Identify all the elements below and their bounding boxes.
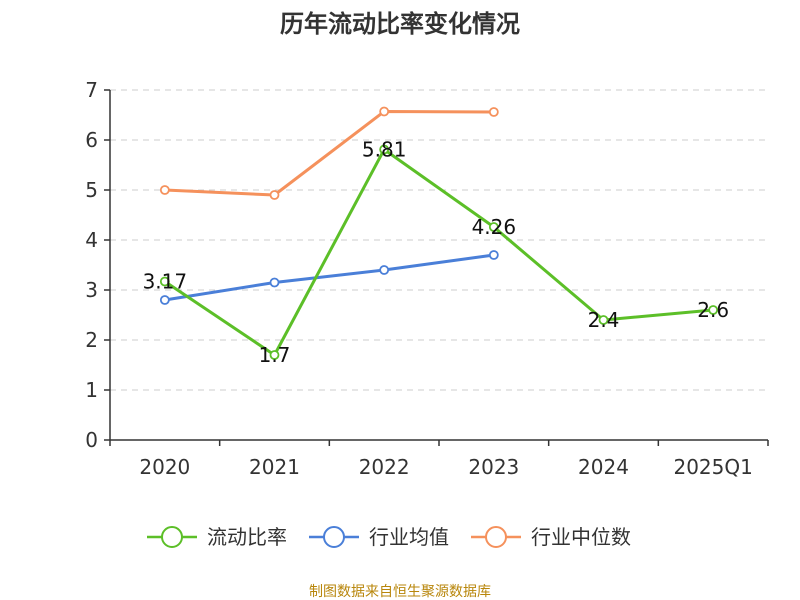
axis-layer: 0 1 2 3 4 5 6 7 2020 2021 2022 2023 2024 2025Q1	[85, 78, 769, 479]
data-point	[159, 185, 170, 195]
series-行业中位数	[159, 106, 499, 200]
series-行业均值	[159, 250, 499, 305]
data-point	[379, 106, 390, 117]
data-point	[379, 144, 390, 155]
legend-label: 行业中位数	[531, 525, 631, 549]
data-point	[488, 107, 499, 117]
data-point	[269, 277, 280, 288]
data-point	[708, 305, 719, 315]
data-label-layer: 3.17 1.7 5.81 4.26 2.4 2.6	[143, 138, 730, 368]
y-tick-label: 5	[85, 178, 98, 202]
y-tick-label: 3	[85, 278, 98, 302]
data-point	[488, 250, 499, 260]
y-tick-label: 1	[85, 378, 98, 402]
data-point	[159, 276, 170, 287]
y-tick-label: 4	[85, 228, 98, 252]
y-tick-label: 6	[85, 128, 98, 152]
y-tick-label: 0	[85, 428, 98, 452]
data-label: 2.4	[588, 308, 620, 332]
data-label: 4.26	[472, 215, 517, 239]
series-line	[163, 148, 714, 357]
legend-label: 行业均值	[369, 525, 449, 549]
source-note: 制图数据来自恒生聚源数据库	[309, 584, 491, 600]
data-label: 5.81	[362, 138, 407, 162]
x-tick-label: 2024	[578, 455, 629, 479]
x-tick-label: 2025Q1	[673, 455, 752, 479]
legend-marker	[161, 526, 183, 548]
data-point	[598, 315, 609, 325]
series-line	[164, 110, 494, 197]
x-tick-label: 2020	[139, 455, 190, 479]
data-point	[269, 350, 280, 360]
data-label: 2.6	[697, 298, 729, 322]
data-point	[488, 222, 499, 232]
legend-item: 流动比率	[147, 525, 287, 549]
data-point	[269, 190, 280, 200]
x-tick-label: 2023	[468, 455, 519, 479]
data-point	[159, 295, 170, 305]
x-tick-label: 2022	[359, 455, 410, 479]
data-label: 1.7	[259, 343, 291, 367]
series-layer	[159, 106, 719, 360]
legend-marker	[485, 526, 507, 548]
y-tick-label: 2	[85, 328, 98, 352]
x-tick-label: 2021	[249, 455, 300, 479]
legend-marker	[323, 526, 345, 548]
series-line	[164, 253, 495, 302]
legend: 流动比率 行业均值 行业中位数	[147, 525, 631, 549]
legend-label: 流动比率	[207, 525, 287, 549]
grid-layer	[110, 89, 768, 391]
legend-item: 行业均值	[309, 525, 449, 549]
y-tick-label: 7	[85, 78, 98, 102]
legend-item: 行业中位数	[471, 525, 631, 549]
series-流动比率	[159, 144, 719, 360]
data-point	[379, 265, 390, 275]
chart-title: 历年流动比率变化情况	[280, 10, 520, 38]
data-label: 3.17	[143, 270, 188, 294]
